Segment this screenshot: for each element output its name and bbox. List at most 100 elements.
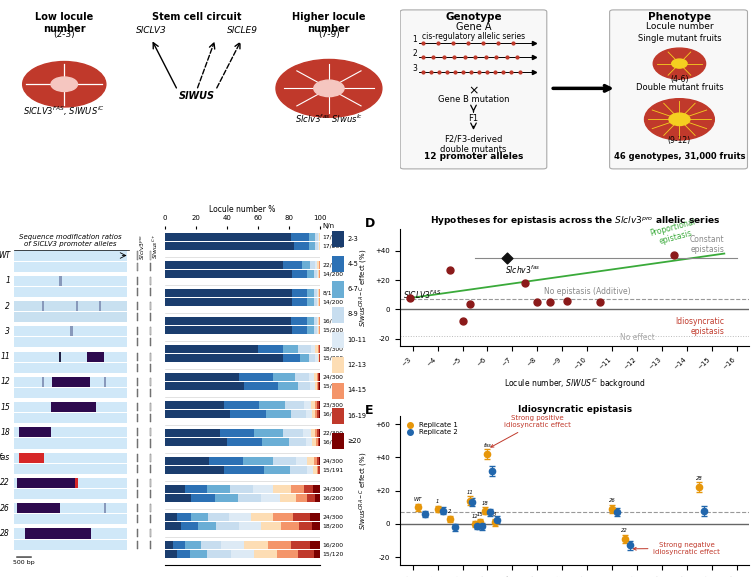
Text: 6-7: 6-7 xyxy=(347,286,358,292)
Text: 8/100: 8/100 xyxy=(322,290,340,295)
Bar xyxy=(14,276,127,286)
Bar xyxy=(314,317,317,325)
Text: 22: 22 xyxy=(0,478,10,488)
Bar xyxy=(307,456,314,464)
Text: Stem cell circuit: Stem cell circuit xyxy=(152,12,242,22)
Bar xyxy=(70,326,72,336)
Bar xyxy=(165,354,283,362)
Bar xyxy=(332,357,343,373)
Bar xyxy=(198,522,216,530)
Bar xyxy=(281,522,298,530)
Y-axis label: $Slwus^{CRA-C}$ effect (%): $Slwus^{CRA-C}$ effect (%) xyxy=(358,248,370,327)
Text: Single mutant fruits: Single mutant fruits xyxy=(638,33,721,43)
Text: cis-regulatory allelic series: cis-regulatory allelic series xyxy=(422,32,525,40)
Bar xyxy=(165,373,239,381)
Bar xyxy=(14,439,127,448)
Bar xyxy=(311,345,316,353)
Bar xyxy=(165,541,173,549)
Bar xyxy=(314,373,317,381)
Bar xyxy=(317,410,319,418)
Bar xyxy=(207,550,230,557)
Bar xyxy=(303,429,311,437)
Text: 15/200: 15/200 xyxy=(322,355,343,361)
Bar xyxy=(316,466,319,474)
Bar xyxy=(277,550,298,557)
Bar xyxy=(215,494,238,501)
Bar xyxy=(314,456,317,464)
Bar xyxy=(310,261,315,269)
Bar xyxy=(227,438,262,446)
Text: Constant
epistasis: Constant epistasis xyxy=(690,235,724,254)
Bar xyxy=(165,550,176,557)
Bar xyxy=(309,541,320,549)
Bar xyxy=(176,550,190,557)
Text: 1: 1 xyxy=(436,499,439,504)
Text: SlCLE9: SlCLE9 xyxy=(227,25,258,35)
Bar xyxy=(314,326,317,334)
Point xyxy=(464,299,476,308)
Bar xyxy=(294,373,309,381)
Bar xyxy=(14,338,127,347)
Text: Strong negative
idiosyncratic effect: Strong negative idiosyncratic effect xyxy=(633,542,721,555)
Text: (4-6): (4-6) xyxy=(670,75,689,84)
Bar xyxy=(332,383,343,399)
Bar xyxy=(304,401,312,409)
Bar xyxy=(332,433,343,449)
Bar xyxy=(294,242,309,250)
Text: 3: 3 xyxy=(493,512,497,518)
FancyBboxPatch shape xyxy=(610,10,748,169)
Bar xyxy=(177,512,191,520)
Text: No effect: No effect xyxy=(620,332,654,342)
Bar xyxy=(261,522,281,530)
Title: Hypotheses for epistasis across the $Slclv3^{pro}$ allelic series: Hypotheses for epistasis across the $Slc… xyxy=(430,215,720,228)
Bar xyxy=(14,428,127,437)
Bar xyxy=(59,351,61,362)
Bar xyxy=(318,345,319,353)
Bar xyxy=(314,550,320,557)
Bar xyxy=(309,242,316,250)
Bar xyxy=(221,541,244,549)
Bar xyxy=(291,289,307,297)
Text: 500 bp: 500 bp xyxy=(14,560,35,565)
Bar xyxy=(14,363,127,373)
Bar xyxy=(165,326,291,334)
Bar xyxy=(20,428,51,437)
Bar xyxy=(14,402,127,412)
Bar xyxy=(230,550,255,557)
Bar xyxy=(318,354,319,362)
Bar xyxy=(165,298,291,306)
Bar xyxy=(99,301,101,311)
Bar xyxy=(319,401,320,409)
Text: 24/300: 24/300 xyxy=(322,514,343,519)
Bar xyxy=(14,452,127,463)
Bar xyxy=(105,377,106,387)
Text: 12: 12 xyxy=(0,377,10,387)
Y-axis label: $Slwus^{CRA-C}$ effect (%): $Slwus^{CRA-C}$ effect (%) xyxy=(358,451,370,530)
Bar xyxy=(278,382,297,390)
Point xyxy=(456,317,468,326)
Text: Double mutant fruits: Double mutant fruits xyxy=(636,84,723,92)
Bar xyxy=(14,464,127,474)
Text: 16/200: 16/200 xyxy=(322,542,343,547)
Text: 16/200: 16/200 xyxy=(322,411,343,417)
Text: WT: WT xyxy=(413,497,422,503)
Bar xyxy=(14,529,127,538)
Bar xyxy=(264,466,290,474)
Bar xyxy=(76,301,78,311)
Text: 12 promoter alleles: 12 promoter alleles xyxy=(424,152,523,160)
Text: Genotype: Genotype xyxy=(445,12,501,22)
Circle shape xyxy=(654,48,706,79)
Text: 2: 2 xyxy=(413,50,417,58)
Text: $Slwus^{C+}$: $Slwus^{C+}$ xyxy=(151,234,160,260)
Bar xyxy=(313,466,316,474)
Bar xyxy=(317,298,319,306)
Text: 18/300: 18/300 xyxy=(322,346,343,351)
Bar xyxy=(230,485,254,493)
Point xyxy=(501,253,514,263)
Bar xyxy=(314,270,317,278)
Bar xyxy=(224,401,259,409)
Bar xyxy=(315,261,318,269)
Bar xyxy=(25,529,91,538)
Bar xyxy=(319,466,320,474)
Bar xyxy=(290,466,307,474)
